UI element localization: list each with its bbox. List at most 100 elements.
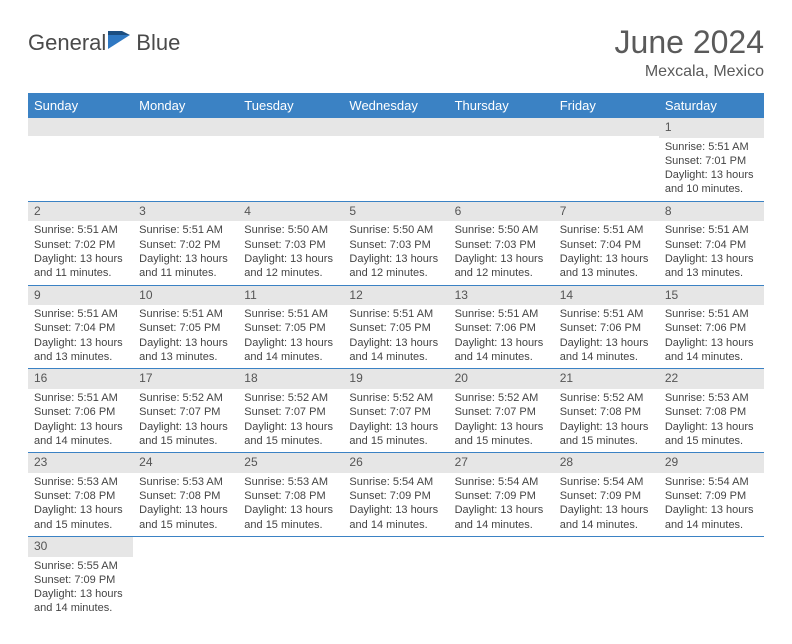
day-sunset: Sunset: 7:03 PM [455,238,548,252]
day-cell: 7Sunrise: 5:51 AMSunset: 7:04 PMDaylight… [554,201,659,285]
day-cell [449,536,554,619]
day-sunrise: Sunrise: 5:51 AM [560,223,653,237]
day-daylight2: and 14 minutes. [455,350,548,364]
day-number: 23 [28,453,133,473]
day-daylight2: and 12 minutes. [349,266,442,280]
day-cell: 26Sunrise: 5:54 AMSunset: 7:09 PMDayligh… [343,453,448,537]
day-sunrise: Sunrise: 5:51 AM [34,307,127,321]
day-daylight1: Daylight: 13 hours [244,420,337,434]
flag-icon [108,31,134,56]
day-cell [659,536,764,619]
day-sunrise: Sunrise: 5:53 AM [665,391,758,405]
day-number: 18 [238,369,343,389]
day-cell [133,536,238,619]
day-sunrise: Sunrise: 5:50 AM [349,223,442,237]
day-number: 16 [28,369,133,389]
logo: General Blue [28,30,180,56]
day-daylight1: Daylight: 13 hours [244,503,337,517]
day-number: 22 [659,369,764,389]
day-sunrise: Sunrise: 5:52 AM [244,391,337,405]
day-daylight2: and 14 minutes. [455,518,548,532]
dow-friday: Friday [554,93,659,118]
daynum-bar [449,537,554,555]
day-sunset: Sunset: 7:06 PM [34,405,127,419]
logo-word1: General [28,30,106,56]
day-cell: 17Sunrise: 5:52 AMSunset: 7:07 PMDayligh… [133,369,238,453]
day-body: Sunrise: 5:50 AMSunset: 7:03 PMDaylight:… [449,221,554,284]
day-cell [238,536,343,619]
day-cell: 21Sunrise: 5:52 AMSunset: 7:08 PMDayligh… [554,369,659,453]
day-sunrise: Sunrise: 5:54 AM [455,475,548,489]
day-number: 2 [28,202,133,222]
day-sunrise: Sunrise: 5:51 AM [34,223,127,237]
day-cell [133,118,238,201]
day-cell [238,118,343,201]
day-daylight1: Daylight: 13 hours [665,252,758,266]
day-daylight2: and 15 minutes. [139,518,232,532]
day-sunset: Sunset: 7:09 PM [665,489,758,503]
day-cell: 1Sunrise: 5:51 AMSunset: 7:01 PMDaylight… [659,118,764,201]
day-sunset: Sunset: 7:09 PM [560,489,653,503]
day-sunset: Sunset: 7:04 PM [665,238,758,252]
day-number: 9 [28,286,133,306]
day-sunset: Sunset: 7:07 PM [349,405,442,419]
day-daylight2: and 11 minutes. [34,266,127,280]
title-block: June 2024 Mexcala, Mexico [615,24,764,81]
day-cell: 8Sunrise: 5:51 AMSunset: 7:04 PMDaylight… [659,201,764,285]
day-cell: 15Sunrise: 5:51 AMSunset: 7:06 PMDayligh… [659,285,764,369]
day-body: Sunrise: 5:50 AMSunset: 7:03 PMDaylight:… [238,221,343,284]
day-cell: 18Sunrise: 5:52 AMSunset: 7:07 PMDayligh… [238,369,343,453]
day-daylight2: and 14 minutes. [244,350,337,364]
day-daylight1: Daylight: 13 hours [455,503,548,517]
day-number: 1 [659,118,764,138]
day-daylight1: Daylight: 13 hours [665,420,758,434]
week-row: 30Sunrise: 5:55 AMSunset: 7:09 PMDayligh… [28,536,764,619]
day-cell: 6Sunrise: 5:50 AMSunset: 7:03 PMDaylight… [449,201,554,285]
day-daylight1: Daylight: 13 hours [139,420,232,434]
day-body: Sunrise: 5:51 AMSunset: 7:04 PMDaylight:… [659,221,764,284]
daynum-bar [133,118,238,136]
day-number: 8 [659,202,764,222]
day-number: 7 [554,202,659,222]
day-body: Sunrise: 5:51 AMSunset: 7:06 PMDaylight:… [554,305,659,368]
day-number: 15 [659,286,764,306]
day-body: Sunrise: 5:51 AMSunset: 7:02 PMDaylight:… [28,221,133,284]
page-title: June 2024 [615,24,764,61]
day-daylight1: Daylight: 13 hours [560,252,653,266]
day-cell [28,118,133,201]
day-cell [554,118,659,201]
day-cell: 29Sunrise: 5:54 AMSunset: 7:09 PMDayligh… [659,453,764,537]
day-daylight1: Daylight: 13 hours [455,420,548,434]
header: General Blue June 2024 Mexcala, Mexico [28,24,764,81]
day-daylight1: Daylight: 13 hours [349,252,442,266]
day-sunrise: Sunrise: 5:54 AM [560,475,653,489]
day-cell: 12Sunrise: 5:51 AMSunset: 7:05 PMDayligh… [343,285,448,369]
day-daylight2: and 14 minutes. [34,434,127,448]
day-body: Sunrise: 5:54 AMSunset: 7:09 PMDaylight:… [554,473,659,536]
day-cell: 9Sunrise: 5:51 AMSunset: 7:04 PMDaylight… [28,285,133,369]
day-daylight1: Daylight: 13 hours [560,503,653,517]
daynum-bar [28,118,133,136]
day-body: Sunrise: 5:54 AMSunset: 7:09 PMDaylight:… [343,473,448,536]
day-body: Sunrise: 5:51 AMSunset: 7:05 PMDaylight:… [133,305,238,368]
day-number: 10 [133,286,238,306]
day-cell [343,536,448,619]
day-daylight2: and 14 minutes. [665,350,758,364]
day-number: 26 [343,453,448,473]
day-daylight1: Daylight: 13 hours [349,503,442,517]
daynum-bar [659,537,764,555]
day-number: 14 [554,286,659,306]
day-sunrise: Sunrise: 5:53 AM [34,475,127,489]
day-body: Sunrise: 5:52 AMSunset: 7:07 PMDaylight:… [343,389,448,452]
day-daylight2: and 12 minutes. [244,266,337,280]
day-number: 27 [449,453,554,473]
day-daylight2: and 15 minutes. [34,518,127,532]
day-daylight1: Daylight: 13 hours [665,168,758,182]
day-number: 4 [238,202,343,222]
day-body: Sunrise: 5:54 AMSunset: 7:09 PMDaylight:… [659,473,764,536]
day-number: 29 [659,453,764,473]
day-sunrise: Sunrise: 5:52 AM [349,391,442,405]
daynum-bar [133,537,238,555]
week-row: 9Sunrise: 5:51 AMSunset: 7:04 PMDaylight… [28,285,764,369]
day-daylight2: and 13 minutes. [139,350,232,364]
